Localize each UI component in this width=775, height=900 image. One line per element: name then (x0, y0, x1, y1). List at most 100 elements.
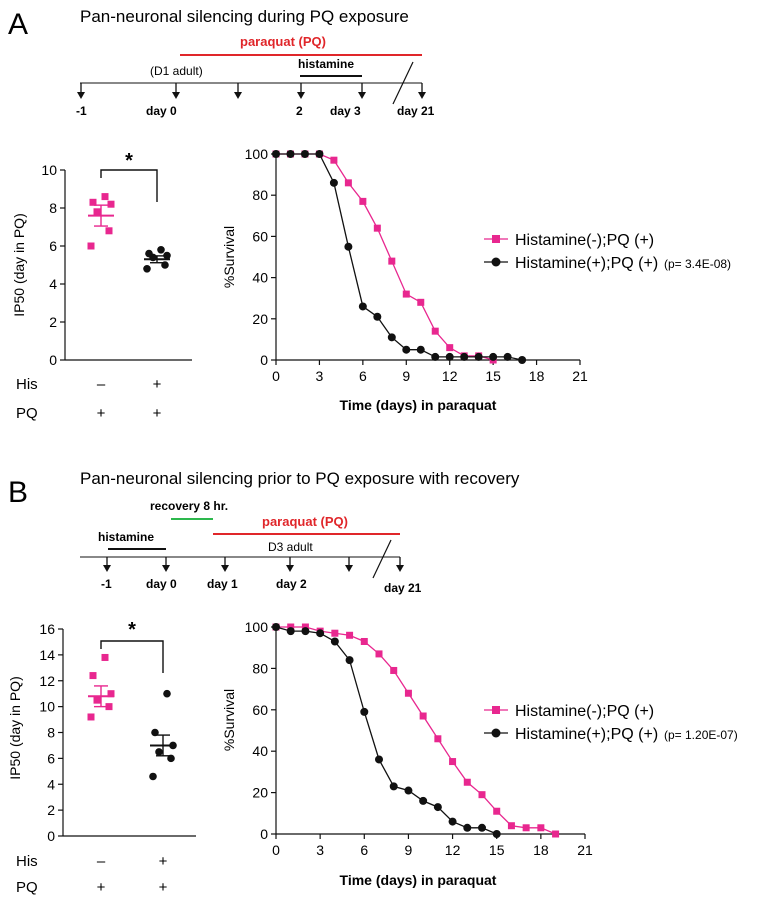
ip50-b-significance: * (128, 619, 136, 641)
survival-b-series-line (275, 626, 497, 835)
survival-a-xtick-label: 9 (402, 368, 410, 384)
survival-a-point (330, 156, 338, 164)
legend-b-marker-2 (491, 728, 501, 738)
legend-b-label-2: Histamine(+);PQ (+) (515, 726, 658, 743)
ip50-a-ytick-label: 10 (41, 162, 57, 178)
survival-a-xtick-label: 18 (529, 368, 545, 384)
survival-a-point (387, 333, 396, 342)
survival-b-point (345, 656, 354, 665)
ip50-b-ytick-label: 2 (47, 802, 55, 818)
survival-a-ytick-label: 40 (252, 270, 268, 286)
survival-a-point (300, 150, 309, 158)
panel-b-legend: Histamine(-);PQ (+) Histamine(+);PQ (+) … (484, 703, 738, 743)
ip50-a-ylabel: IP50 (day in PQ) (11, 213, 27, 317)
survival-b-point (272, 623, 280, 631)
ip50-b-point (87, 713, 95, 721)
ip50-a-pq-value: + (153, 405, 162, 422)
ip50-b-ytick-label: 8 (47, 725, 55, 741)
survival-a-point (388, 257, 396, 265)
panel-b-ip50-plot: IP50 (day in PQ) His PQ – + + + * 0 2 4 6 8 1… (7, 619, 196, 896)
panel-b-label: B (8, 476, 28, 509)
timeline-b-adult-label: D3 adult (268, 540, 313, 554)
timeline-b-tick-label: -1 (101, 577, 112, 591)
legend-a-marker-2 (491, 257, 501, 267)
timeline-b-tick-label: day 1 (207, 577, 238, 591)
survival-a-point (344, 179, 352, 187)
survival-b-ytick-label: 40 (252, 743, 268, 759)
ip50-a-pq-value: + (97, 405, 106, 422)
survival-b-point (463, 823, 472, 832)
ip50-a-row-his: His (16, 376, 38, 393)
ip50-b-his-value: – (97, 853, 106, 870)
timeline-b-paraquat-label: paraquat (PQ) (262, 514, 348, 529)
ip50-a-ytick-label: 8 (49, 200, 57, 216)
survival-a-point (402, 345, 411, 354)
survival-b-point (360, 637, 368, 645)
survival-b-point (419, 796, 428, 805)
ip50-a-ytick-label: 2 (49, 314, 57, 330)
survival-b-xtick-label: 3 (316, 842, 324, 858)
ip50-b-ytick-label: 4 (47, 776, 55, 792)
timeline-a-histamine-label: histamine (298, 57, 354, 71)
timeline-a-tick-label: -1 (76, 104, 87, 118)
timeline-b-histamine-label: histamine (98, 530, 154, 544)
ip50-b-his-value: + (159, 853, 168, 870)
survival-a-xtick-label: 12 (442, 368, 458, 384)
survival-b-point (360, 707, 369, 716)
survival-b-xlabel: Time (days) in paraquat (340, 872, 497, 888)
survival-b-xtick-label: 12 (445, 842, 461, 858)
survival-a-point (489, 352, 498, 361)
survival-b-point (522, 824, 530, 832)
survival-a-xtick-label: 3 (316, 368, 324, 384)
ip50-b-pq-value: + (97, 879, 106, 896)
timeline-a-tick-label: 2 (296, 104, 303, 118)
survival-b-point (449, 758, 457, 766)
timeline-a-tick-label: day 21 (397, 104, 435, 118)
survival-b-point (478, 823, 486, 832)
survival-a-point (518, 356, 527, 364)
survival-b-xtick-label: 0 (272, 842, 280, 858)
survival-b-xtick-label: 6 (360, 842, 368, 858)
survival-b-series-line (276, 626, 556, 835)
ip50-a-significance-bracket (100, 169, 158, 202)
panel-a-ip50-plot: IP50 (day in PQ) His PQ – + + + * 0 2 4 6 8 1… (11, 150, 192, 422)
ip50-a-point (157, 246, 165, 254)
survival-a-point (503, 352, 512, 361)
ip50-a-his-value: + (153, 376, 162, 393)
ip50-b-ytick-label: 10 (39, 699, 55, 715)
survival-a-point (446, 344, 454, 352)
survival-a-series-line (276, 153, 494, 361)
timeline-b-tick-label: day 0 (146, 577, 177, 591)
survival-a-point (373, 312, 382, 321)
survival-b-point (493, 807, 501, 815)
survival-b-point (316, 629, 325, 638)
legend-a-marker-1 (492, 235, 500, 243)
survival-b-ytick-label: 80 (252, 660, 268, 676)
survival-a-series-line (276, 153, 523, 361)
survival-b-ytick-label: 100 (245, 619, 269, 635)
ip50-b-point (101, 653, 109, 661)
panel-a-survival-chart: %Survival Time (days) in paraquat 0 20 40 6… (221, 146, 588, 413)
ip50-a-ytick-label: 0 (49, 352, 57, 368)
survival-a-point (373, 224, 381, 232)
legend-b-pvalue: (p= 1.20E-07) (664, 728, 738, 742)
survival-b-point (448, 817, 457, 826)
survival-a-point (431, 327, 439, 335)
ip50-b-point (107, 690, 115, 698)
ip50-a-point (107, 200, 115, 208)
survival-b-point (390, 666, 398, 674)
ip50-b-ytick-label: 12 (39, 673, 55, 689)
survival-b-ytick-label: 60 (252, 702, 268, 718)
ip50-b-point (105, 703, 113, 711)
survival-b-point (404, 786, 413, 795)
survival-b-point (537, 824, 545, 832)
ip50-b-ytick-label: 6 (47, 750, 55, 766)
survival-a-point (344, 242, 353, 251)
ip50-b-point (149, 772, 157, 781)
legend-a-pvalue: (p= 3.4E-08) (664, 257, 731, 271)
survival-b-point (330, 637, 339, 646)
survival-a-xtick-label: 21 (572, 368, 588, 384)
survival-a-point (359, 197, 367, 205)
survival-a-point (445, 352, 454, 361)
survival-a-point (286, 150, 295, 158)
